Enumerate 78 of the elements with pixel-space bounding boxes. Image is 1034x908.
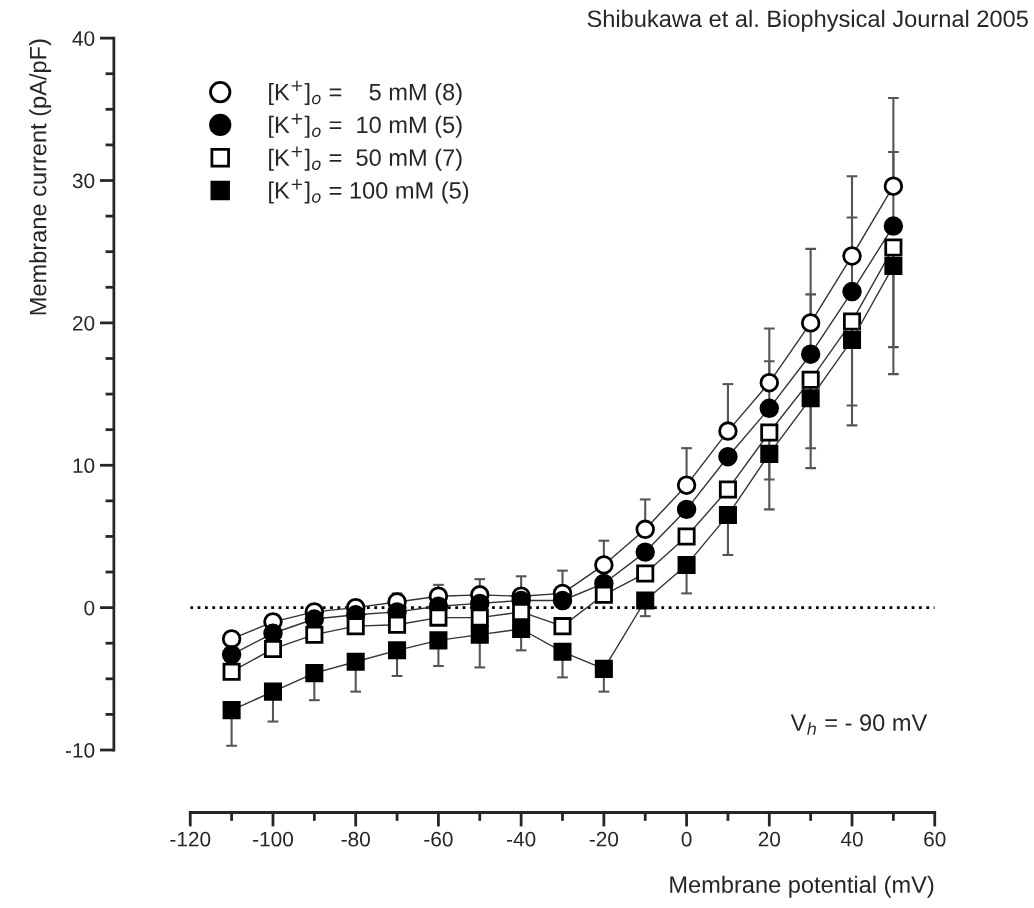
y-tick-label: 40	[72, 31, 95, 46]
point	[388, 615, 407, 634]
point	[346, 652, 365, 671]
point	[429, 631, 448, 650]
y-tick-label: 0	[84, 600, 95, 616]
x-tick-label: 40	[840, 831, 863, 847]
point	[800, 313, 821, 333]
point	[760, 423, 779, 442]
text: Shibukawa et al. Biophysical Journal 2005	[587, 9, 1028, 32]
point	[552, 590, 573, 611]
y-tick-label: 10	[73, 458, 95, 474]
point	[221, 644, 242, 665]
x-tick-label: 60	[924, 831, 946, 847]
annotation: V$_{h}$ = - 90 mV	[790, 714, 928, 735]
point	[222, 701, 241, 720]
x-tick-label: 20	[758, 831, 781, 847]
x-tick-label: -120	[170, 831, 211, 847]
y-tick-label: 20	[72, 315, 95, 331]
x-tick-label: -80	[341, 831, 370, 847]
y-tick-label: -10	[65, 743, 95, 758]
point	[470, 608, 489, 627]
point	[800, 344, 821, 364]
point	[677, 527, 696, 546]
point	[759, 398, 780, 419]
point	[718, 446, 738, 467]
point	[594, 585, 613, 604]
point	[636, 591, 655, 610]
point	[760, 444, 779, 463]
point	[222, 662, 241, 681]
x-tick-label: 0	[681, 831, 692, 847]
point	[718, 480, 737, 499]
x-tick-label: -20	[589, 831, 619, 847]
point	[636, 564, 655, 583]
y-tick-label: 30	[72, 173, 95, 189]
point	[263, 639, 283, 658]
point	[884, 256, 903, 275]
point	[842, 281, 862, 302]
point	[842, 330, 862, 349]
point	[594, 659, 613, 678]
point	[594, 555, 614, 575]
point	[718, 421, 738, 441]
point	[553, 642, 572, 661]
legend-label: [K$^{+}$]$_{o}$ = 100 mM (5)	[269, 179, 469, 204]
point	[304, 609, 325, 629]
point	[512, 619, 531, 639]
point	[221, 629, 242, 649]
point	[801, 370, 820, 389]
point	[635, 542, 655, 562]
point	[718, 506, 737, 525]
point	[759, 372, 780, 393]
point	[884, 238, 903, 257]
point	[263, 623, 283, 643]
point	[553, 617, 572, 636]
legend-label: [K$^{+}$]$_{o}$ = 10 mM (5)	[269, 113, 462, 138]
point	[305, 664, 324, 683]
point	[677, 555, 696, 574]
y-axis-title: Membrane current (pA/pF)	[29, 39, 52, 315]
point	[470, 625, 489, 644]
point	[263, 682, 283, 701]
x-tick-label: -100	[253, 831, 294, 847]
x-tick-label: -40	[507, 831, 536, 847]
point	[429, 608, 448, 627]
legend-label: [K$^{+}$]$_{o}$ = 5 mM (8)	[269, 80, 462, 106]
point	[635, 519, 655, 540]
point	[801, 389, 820, 408]
x-tick-label: -60	[424, 831, 453, 847]
point	[346, 617, 365, 636]
point	[883, 216, 904, 236]
point	[883, 176, 904, 196]
point	[388, 641, 407, 660]
point	[842, 246, 862, 266]
point	[676, 475, 697, 495]
point	[676, 499, 697, 520]
x-axis-title: Membrane potential (mV)	[670, 875, 934, 898]
point	[305, 625, 324, 644]
point	[512, 602, 531, 621]
point	[842, 312, 862, 331]
legend-label: [K$^{+}$]$_{o}$ = 50 mM (7)	[269, 146, 462, 171]
